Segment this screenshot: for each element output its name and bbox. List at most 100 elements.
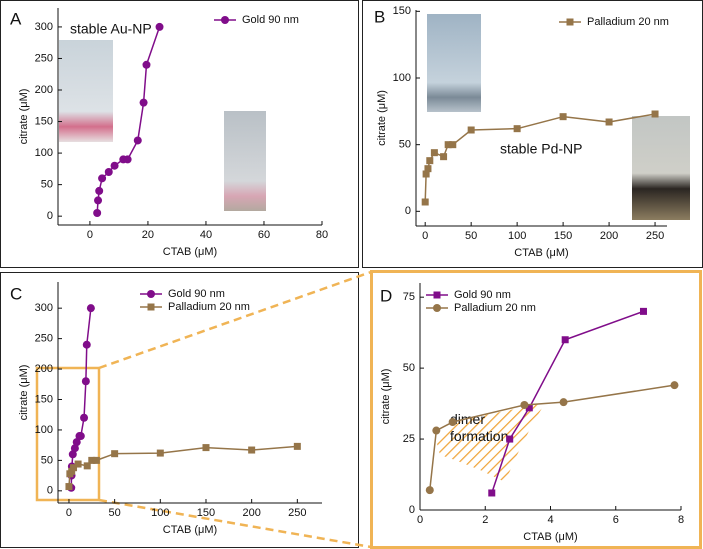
marker [83, 462, 91, 470]
legend-label: Palladium 20 nm [454, 302, 536, 314]
legend-label: Palladium 20 nm [168, 301, 250, 313]
y-tick-label: 100 [35, 424, 53, 436]
panel-letter: B [374, 7, 385, 26]
x-tick-label: 20 [142, 229, 154, 241]
marker [98, 174, 107, 183]
y-tick-label: 0 [47, 210, 53, 222]
x-tick-label: 50 [465, 230, 477, 242]
x-tick-label: 80 [316, 229, 328, 241]
y-axis-label: citrate (μM) [380, 369, 392, 425]
y-tick-label: 75 [403, 291, 415, 303]
marker [68, 450, 77, 459]
y-tick-label: 50 [41, 454, 53, 466]
marker [94, 196, 103, 205]
y-tick-label: 300 [35, 21, 53, 33]
y-tick-label: 300 [35, 302, 53, 314]
panel-letter: C [10, 284, 22, 303]
x-tick-label: 2 [482, 514, 488, 526]
marker [448, 418, 457, 427]
marker [142, 60, 151, 69]
y-tick-label: 50 [41, 179, 53, 191]
x-tick-label: 8 [678, 514, 684, 526]
x-tick-label: 200 [242, 507, 260, 519]
x-tick-label: 60 [258, 229, 270, 241]
marker [440, 153, 448, 161]
y-tick-label: 150 [393, 5, 411, 17]
legend-marker [433, 304, 441, 312]
marker [202, 444, 210, 452]
marker [86, 304, 95, 313]
marker [293, 442, 301, 450]
x-tick-label: 100 [508, 230, 526, 242]
series-line [68, 445, 298, 487]
x-tick-label: 200 [600, 230, 618, 242]
legend-marker [147, 303, 155, 311]
y-tick-label: 250 [35, 333, 53, 345]
panel-frame [0, 272, 359, 548]
hatched-region [436, 403, 545, 482]
marker [639, 307, 647, 315]
x-tick-label: 250 [646, 230, 664, 242]
marker [82, 340, 91, 349]
panel-letter: A [10, 9, 22, 28]
y-tick-label: 0 [405, 205, 411, 217]
marker [70, 444, 79, 453]
marker [88, 456, 96, 464]
marker [651, 110, 659, 118]
marker [93, 209, 102, 218]
x-tick-label: 100 [151, 507, 169, 519]
y-tick-label: 200 [35, 363, 53, 375]
annotation: dimer formation [450, 411, 508, 444]
marker [430, 149, 438, 157]
y-axis-label: citrate (μM) [376, 90, 388, 146]
marker [426, 157, 434, 165]
series-line [424, 113, 656, 203]
x-axis-label: CTAB (μM) [523, 531, 577, 543]
marker [506, 435, 514, 443]
marker [155, 22, 164, 31]
marker [520, 401, 529, 410]
legend-label: Gold 90 nm [242, 14, 299, 26]
legend-label: Palladium 20 nm [587, 16, 669, 28]
y-tick-label: 100 [393, 72, 411, 84]
photo [427, 14, 481, 112]
marker [425, 486, 434, 495]
x-tick-label: 150 [554, 230, 572, 242]
legend-marker [221, 16, 229, 24]
marker [110, 161, 119, 170]
x-tick-label: 150 [197, 507, 215, 519]
x-tick-label: 0 [417, 514, 423, 526]
marker [605, 118, 613, 126]
x-tick-label: 40 [200, 229, 212, 241]
annotation: stable Au-NP [70, 21, 152, 37]
marker [70, 464, 78, 472]
marker [467, 126, 475, 134]
photo [224, 111, 266, 211]
y-tick-label: 250 [35, 52, 53, 64]
marker [156, 449, 164, 457]
marker [111, 450, 119, 458]
x-axis-label: CTAB (μM) [163, 246, 217, 258]
marker [559, 113, 567, 121]
y-tick-label: 100 [35, 147, 53, 159]
x-tick-label: 0 [422, 230, 428, 242]
x-tick-label: 250 [288, 507, 306, 519]
y-tick-label: 150 [35, 393, 53, 405]
marker [561, 336, 569, 344]
y-tick-label: 0 [409, 504, 415, 516]
zoom-frame [370, 270, 702, 549]
marker [670, 381, 679, 390]
marker [139, 98, 148, 107]
x-axis-label: CTAB (μM) [163, 524, 217, 536]
panel-letter: D [380, 286, 392, 305]
x-tick-label: 6 [613, 514, 619, 526]
y-tick-label: 200 [35, 84, 53, 96]
marker [95, 186, 104, 195]
marker [65, 483, 73, 491]
photo [632, 116, 690, 220]
marker [74, 460, 82, 468]
x-tick-label: 0 [87, 229, 93, 241]
legend-marker [566, 18, 574, 26]
photo [59, 40, 113, 142]
